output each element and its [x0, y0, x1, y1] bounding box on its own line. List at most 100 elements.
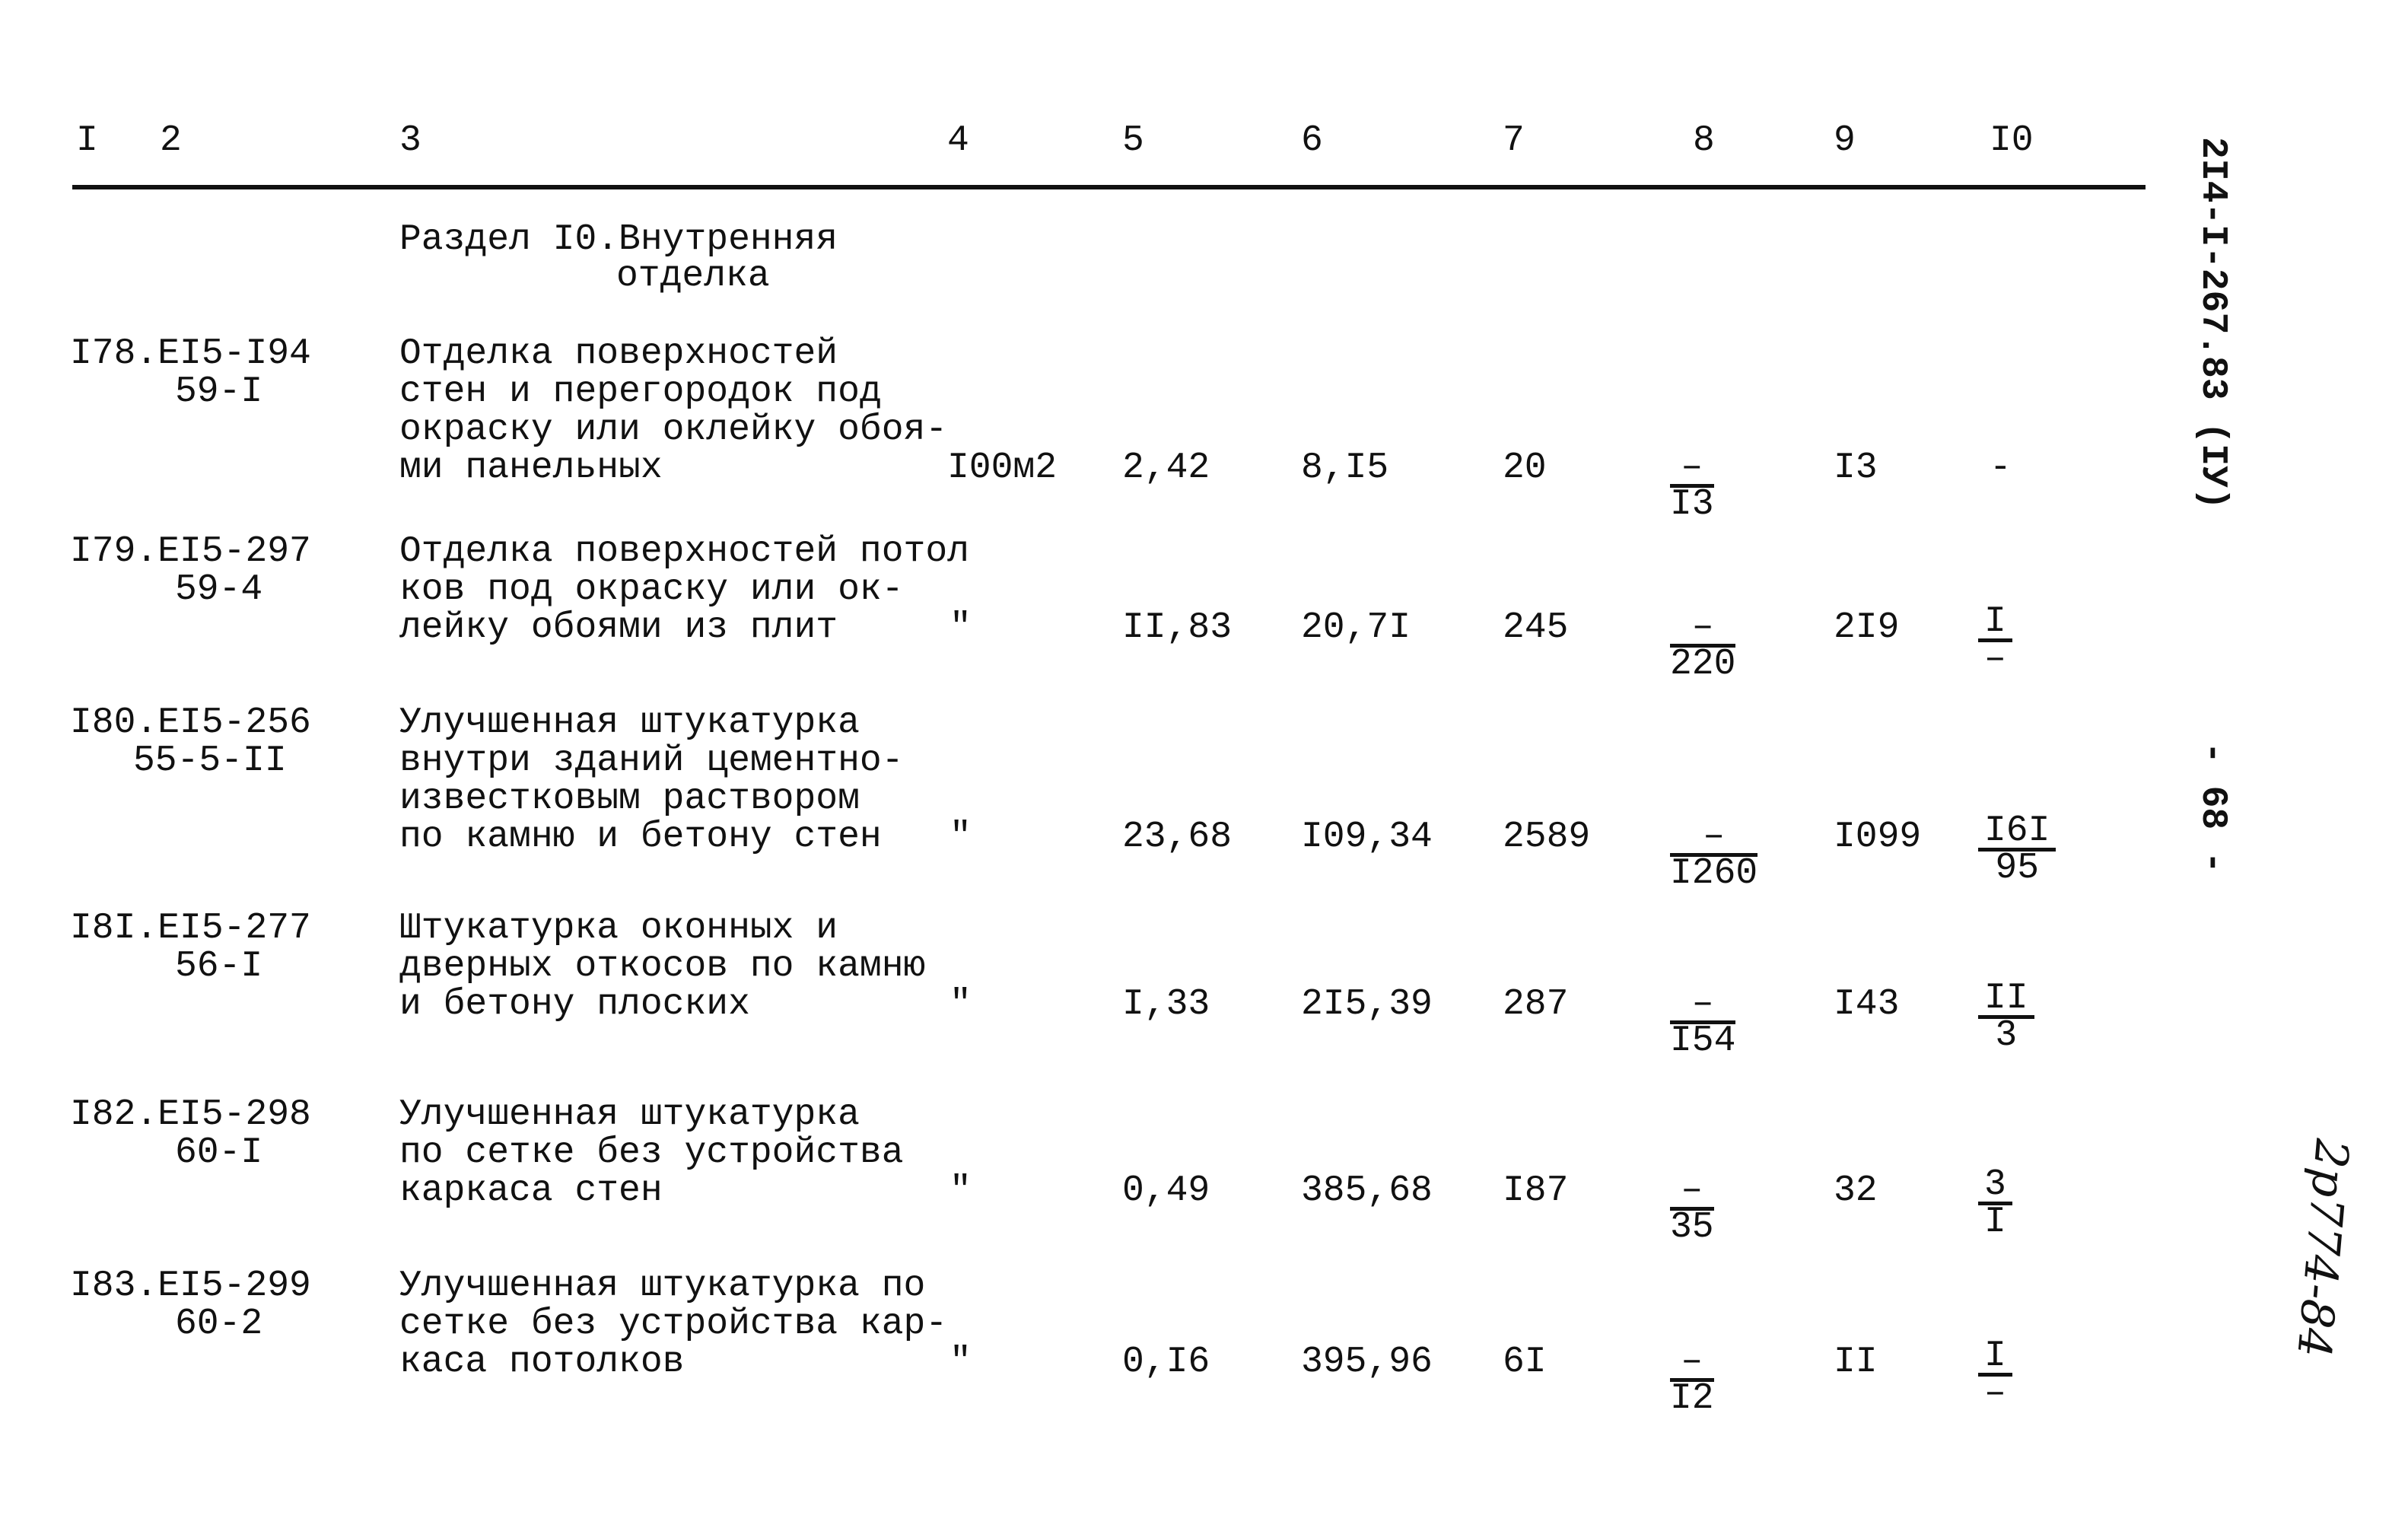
cell-col8: –220	[1670, 609, 1736, 683]
cell-col6: 385,68	[1301, 1170, 1433, 1211]
row-description: каркаса стен	[399, 1170, 663, 1211]
fraction-numerator: –	[1670, 818, 1758, 857]
cell-col7: 2589	[1503, 817, 1591, 858]
cell-col10: I –	[1978, 1338, 2012, 1412]
row-unit: I00м2	[947, 447, 1058, 489]
cell-col6: 20,7I	[1301, 607, 1411, 648]
cell-col8: – I3	[1670, 449, 1714, 525]
row-description: Улучшенная штукатурка	[399, 1094, 860, 1135]
handwritten-note: 2р774-84	[2286, 1136, 2359, 1360]
row-description: внутри зданий цементно-	[399, 740, 904, 782]
fraction-numerator: II	[1978, 980, 2034, 1019]
row-description: Отделка поверхностей потол	[399, 531, 969, 572]
cell-col9: 2I9	[1834, 607, 1900, 648]
row-description: по камню и бетону стен	[399, 817, 882, 858]
row-subcode: 60-I	[175, 1132, 263, 1173]
row-code: I78.EI5-I94	[70, 333, 311, 374]
row-code: I8I.EI5-277	[70, 908, 311, 949]
cell-col5: I,33	[1122, 984, 1210, 1025]
cell-col9: II	[1834, 1342, 1878, 1383]
row-description: Улучшенная штукатурка	[399, 702, 860, 743]
cell-col7: 6I	[1503, 1342, 1547, 1383]
page-number: - 68 -	[2192, 742, 2233, 874]
row-description: каса потолков	[399, 1342, 685, 1383]
row-description: по сетке без устройства	[399, 1132, 904, 1173]
row-unit: "	[950, 607, 972, 648]
row-code: I83.EI5-299	[70, 1265, 311, 1307]
row-code: I80.EI5-256	[70, 702, 311, 743]
row-subcode: 59-4	[175, 569, 263, 610]
cell-col6: 2I5,39	[1301, 984, 1433, 1025]
row-description: сетке без устройства кар-	[399, 1304, 948, 1345]
column-header: 7	[1503, 120, 1525, 161]
cell-col7: 287	[1503, 984, 1569, 1025]
row-subcode: 59-I	[175, 371, 263, 412]
fraction-numerator: –	[1670, 609, 1736, 648]
cell-col9: I099	[1834, 817, 1922, 858]
row-unit: "	[950, 817, 972, 858]
fraction-numerator: I6I	[1978, 813, 2057, 852]
cell-col7: 245	[1503, 607, 1569, 648]
column-header: I0	[1990, 120, 2034, 161]
fraction-numerator: 3	[1978, 1167, 2012, 1205]
header-rule	[72, 185, 2146, 189]
row-description: Отделка поверхностей	[399, 333, 838, 374]
fraction-denominator: 3	[1995, 1015, 2018, 1056]
document-code: 2I4-I-267.83 (IУ)	[2192, 137, 2233, 510]
cell-col6: 8,I5	[1301, 447, 1389, 489]
fraction-denominator: 95	[1995, 848, 2040, 889]
fraction-denominator: I54	[1670, 1020, 1736, 1062]
fraction-denominator: –	[1984, 638, 2006, 680]
cell-col5: 0,I6	[1122, 1342, 1210, 1383]
fraction-numerator: –	[1670, 449, 1714, 488]
row-description: стен и перегородок под	[399, 371, 882, 412]
section-title-line2: отделка	[616, 256, 770, 297]
cell-col8: –35	[1670, 1172, 1714, 1248]
column-header: 4	[947, 120, 969, 161]
column-header: 5	[1122, 120, 1144, 161]
cell-col6: I09,34	[1301, 817, 1433, 858]
fraction-numerator: I	[1978, 603, 2012, 642]
row-unit: "	[950, 1342, 972, 1383]
row-unit: "	[950, 1170, 972, 1211]
cell-col7: I87	[1503, 1170, 1569, 1211]
column-header: 9	[1834, 120, 1856, 161]
cell-col5: 2,42	[1122, 447, 1210, 489]
row-code: I79.EI5-297	[70, 531, 311, 572]
fraction-numerator: –	[1670, 1343, 1714, 1382]
cell-col8: – I2	[1670, 1343, 1714, 1417]
fraction-numerator: –	[1670, 985, 1736, 1024]
cell-col9: 32	[1834, 1170, 1878, 1211]
cell-col10: II 3	[1978, 980, 2034, 1056]
row-description: дверных откосов по камню	[399, 946, 926, 987]
fraction-denominator: I	[1984, 1202, 2006, 1243]
cell-col9: I43	[1834, 984, 1900, 1025]
cell-col5: 0,49	[1122, 1170, 1210, 1211]
section-title-line1: Раздел I0.Внутренняя	[399, 219, 838, 260]
row-description: окраску или оклейку обоя-	[399, 409, 948, 450]
row-description: и бетону плоских	[399, 984, 750, 1025]
cell-col6: 395,96	[1301, 1342, 1433, 1383]
row-subcode: 56-I	[175, 946, 263, 987]
column-header: 6	[1301, 120, 1323, 161]
fraction-denominator: I260	[1670, 853, 1758, 894]
row-description: Улучшенная штукатурка по	[399, 1265, 926, 1307]
cell-col9: I3	[1834, 447, 1878, 489]
column-header: 8	[1693, 120, 1715, 161]
column-header: 2	[160, 120, 182, 161]
row-description: Штукатурка оконных и	[399, 908, 838, 949]
column-header: 3	[399, 120, 421, 161]
fraction-denominator: I3	[1670, 484, 1714, 525]
cell-col7: 20	[1503, 447, 1547, 489]
row-subcode: 60-2	[175, 1304, 263, 1345]
cell-col10: I –	[1978, 603, 2012, 680]
column-header: I	[76, 120, 98, 161]
cell-col10: -	[1990, 447, 2012, 489]
cell-col8: – I260	[1670, 818, 1758, 894]
row-description: ков под окраску или ок-	[399, 569, 904, 610]
cell-col8: – I54	[1670, 985, 1736, 1062]
row-subcode: 55-5-II	[133, 740, 287, 782]
row-description: ми панельных	[399, 447, 663, 489]
fraction-denominator: 35	[1670, 1207, 1714, 1248]
row-description: известковым раствором	[399, 778, 860, 820]
